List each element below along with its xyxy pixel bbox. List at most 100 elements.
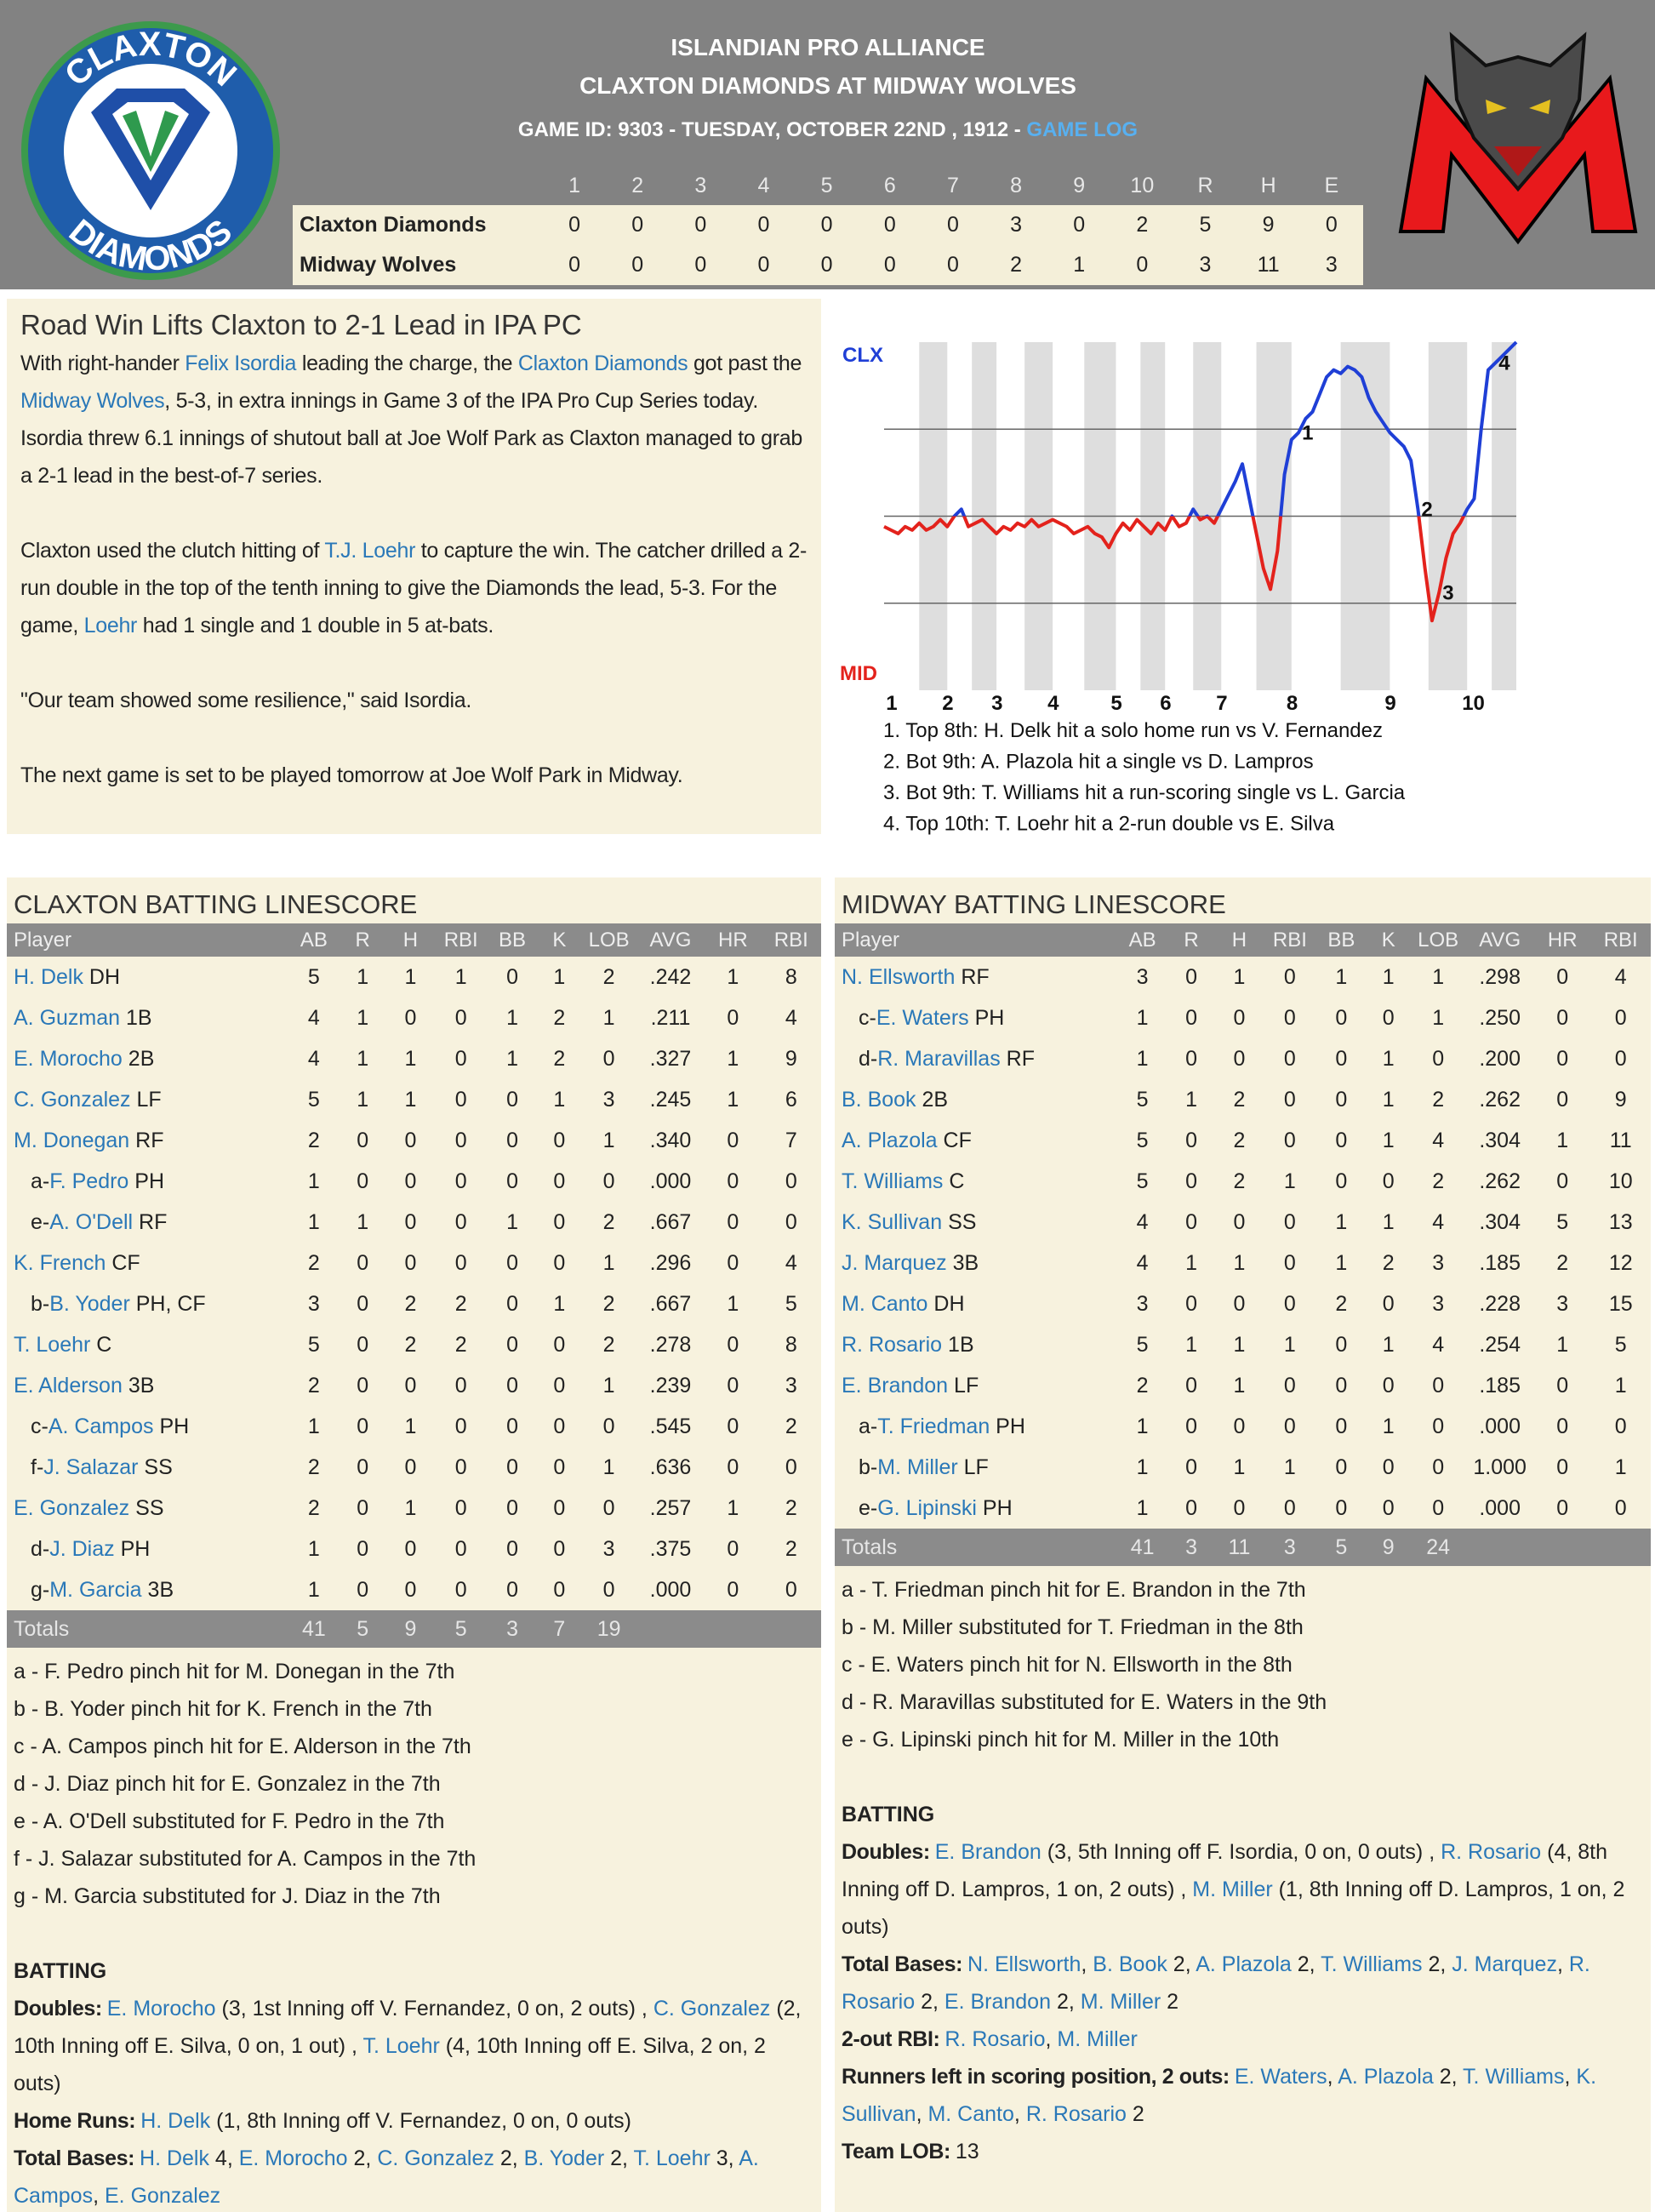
link[interactable]: T. Loehr — [362, 2034, 440, 2058]
midway-batting: MIDWAY BATTING LINESCORE Player AB R H RBI BB K… — [835, 877, 1651, 2212]
player-row: T. Loehr C 5 0 2 2 0 0 2 .278 0 8 — [7, 1324, 821, 1365]
player-link[interactable]: J. Salazar — [43, 1455, 139, 1479]
player-link[interactable]: K. Sullivan — [842, 1209, 943, 1234]
player-link[interactable]: M. Miller — [877, 1455, 958, 1479]
link[interactable]: T. Loehr — [633, 2146, 711, 2170]
link[interactable]: Claxton Diamonds — [517, 352, 688, 375]
link[interactable]: M. Miller — [1057, 2027, 1138, 2051]
stat: 0 — [1233, 1414, 1246, 1438]
link[interactable]: E. Gonzalez — [105, 2184, 221, 2208]
line-label: 2-out RBI: — [842, 2027, 940, 2051]
link[interactable]: A. Plazola — [1338, 2065, 1434, 2089]
player-link[interactable]: T. Friedman — [877, 1414, 990, 1438]
player-link[interactable]: M. Canto — [842, 1291, 928, 1316]
player-link[interactable]: F. Pedro — [49, 1169, 129, 1193]
stat: 0 — [1614, 1495, 1627, 1520]
player-link[interactable]: R. Maravillas — [877, 1046, 1001, 1071]
link[interactable]: B. Yoder — [523, 2146, 605, 2170]
link[interactable]: A. Plazola — [1196, 1952, 1292, 1976]
column-label: K — [1366, 923, 1411, 957]
player-link[interactable]: A. Plazola — [842, 1128, 938, 1152]
link[interactable]: M. Miller — [1192, 1878, 1273, 1901]
player-link[interactable]: R. Rosario — [842, 1332, 943, 1357]
link[interactable]: M. Miller — [1080, 1990, 1161, 2014]
player-link[interactable]: E. Brandon — [842, 1373, 949, 1398]
stat: 0 — [1335, 1495, 1348, 1520]
player-link[interactable]: B. Book — [842, 1087, 916, 1112]
link[interactable]: R. Rosario — [1441, 1840, 1542, 1864]
link[interactable]: M. Canto — [927, 2102, 1014, 2126]
stat: 0 — [727, 1577, 739, 1602]
player-link[interactable]: H. Delk — [14, 964, 83, 989]
link[interactable]: Felix Isordia — [185, 352, 297, 375]
player-link[interactable]: A. Guzman — [14, 1005, 121, 1030]
player-link[interactable]: M. Garcia — [49, 1577, 142, 1602]
stat: 1 — [1382, 1087, 1395, 1112]
player-link[interactable]: B. Yoder — [49, 1291, 130, 1316]
link[interactable]: C. Gonzalez — [377, 2146, 494, 2170]
player-link[interactable]: G. Lipinski — [877, 1495, 977, 1520]
column-label: H — [386, 923, 435, 957]
link[interactable]: E. Waters — [1234, 2065, 1327, 2089]
stat: 1 — [357, 1087, 369, 1112]
link[interactable]: E. Morocho — [106, 1997, 216, 2021]
link[interactable]: B. Book — [1093, 1952, 1167, 1976]
player-link[interactable]: J. Marquez — [842, 1250, 947, 1275]
stat: 0 — [357, 1332, 369, 1357]
player-link[interactable]: E. Alderson — [14, 1373, 123, 1398]
stat: 0 — [1382, 1373, 1395, 1398]
link[interactable]: A. Campos — [14, 2146, 759, 2208]
link[interactable]: Loehr — [83, 614, 138, 637]
stat: 0 — [1283, 964, 1296, 989]
note: a - T. Friedman pinch hit for E. Brandon… — [842, 1578, 1306, 1602]
link[interactable]: R. Rosario — [842, 1952, 1590, 2014]
link[interactable]: E. Brandon — [944, 1990, 1051, 2014]
link[interactable]: E. Brandon — [934, 1840, 1042, 1864]
link[interactable]: K. Sullivan — [842, 2065, 1597, 2126]
link[interactable]: Midway Wolves — [20, 389, 165, 413]
text: 2, — [1167, 1952, 1196, 1976]
link[interactable]: H. Delk — [140, 2109, 211, 2133]
player-link[interactable]: C. Gonzalez — [14, 1087, 131, 1112]
link[interactable]: T. Williams — [1321, 1952, 1423, 1976]
paragraph: Claxton used the clutch hitting of T.J. … — [20, 532, 808, 644]
position: PH — [134, 1169, 165, 1193]
stat: 0 — [1556, 1373, 1569, 1398]
link[interactable]: R. Rosario — [944, 2027, 1046, 2051]
win-probability-line — [883, 340, 1518, 623]
game-log-link[interactable]: GAME LOG — [1026, 118, 1139, 141]
stat: 1 — [357, 1209, 369, 1234]
player-link[interactable]: A. O'Dell — [49, 1209, 134, 1234]
stat: 0 — [1335, 1169, 1348, 1193]
player-link[interactable]: T. Loehr — [14, 1332, 91, 1357]
player-link[interactable]: K. French — [14, 1250, 106, 1275]
stat: .667 — [649, 1291, 692, 1316]
player-link[interactable]: E. Morocho — [14, 1046, 123, 1071]
player-link[interactable]: E. Waters — [876, 1005, 969, 1030]
link[interactable]: T.J. Loehr — [324, 539, 416, 563]
stat: 1 — [357, 964, 369, 989]
team-name: Claxton Diamonds — [293, 205, 543, 245]
link[interactable]: N. Ellsworth — [967, 1952, 1081, 1976]
link[interactable]: T. Williams — [1463, 2065, 1565, 2089]
position: PH — [982, 1495, 1013, 1520]
link[interactable]: C. Gonzalez — [653, 1997, 771, 2021]
player-link[interactable]: A. Campos — [48, 1414, 154, 1438]
link[interactable]: E. Morocho — [238, 2146, 348, 2170]
player-link[interactable]: E. Gonzalez — [14, 1495, 130, 1520]
stat: .200 — [1479, 1046, 1521, 1071]
player-link[interactable]: M. Donegan — [14, 1128, 130, 1152]
player-row: J. Marquez 3B 4 1 1 0 1 2 3.185 2 12 — [835, 1243, 1651, 1283]
stat: 2 — [602, 1332, 615, 1357]
player-link[interactable]: N. Ellsworth — [842, 964, 956, 989]
stat: 0 — [1283, 1373, 1296, 1398]
player-link[interactable]: J. Diaz — [49, 1536, 115, 1561]
link[interactable]: R. Rosario — [1025, 2102, 1127, 2126]
stat: 0 — [1185, 1373, 1197, 1398]
link[interactable]: H. Delk — [140, 2146, 209, 2170]
link[interactable]: J. Marquez — [1452, 1952, 1557, 1976]
stat: 0 — [1185, 1291, 1197, 1316]
stat: 1 — [357, 1005, 369, 1030]
player-link[interactable]: T. Williams — [842, 1169, 944, 1193]
paragraph: With right-hander Felix Isordia leading … — [20, 345, 808, 494]
